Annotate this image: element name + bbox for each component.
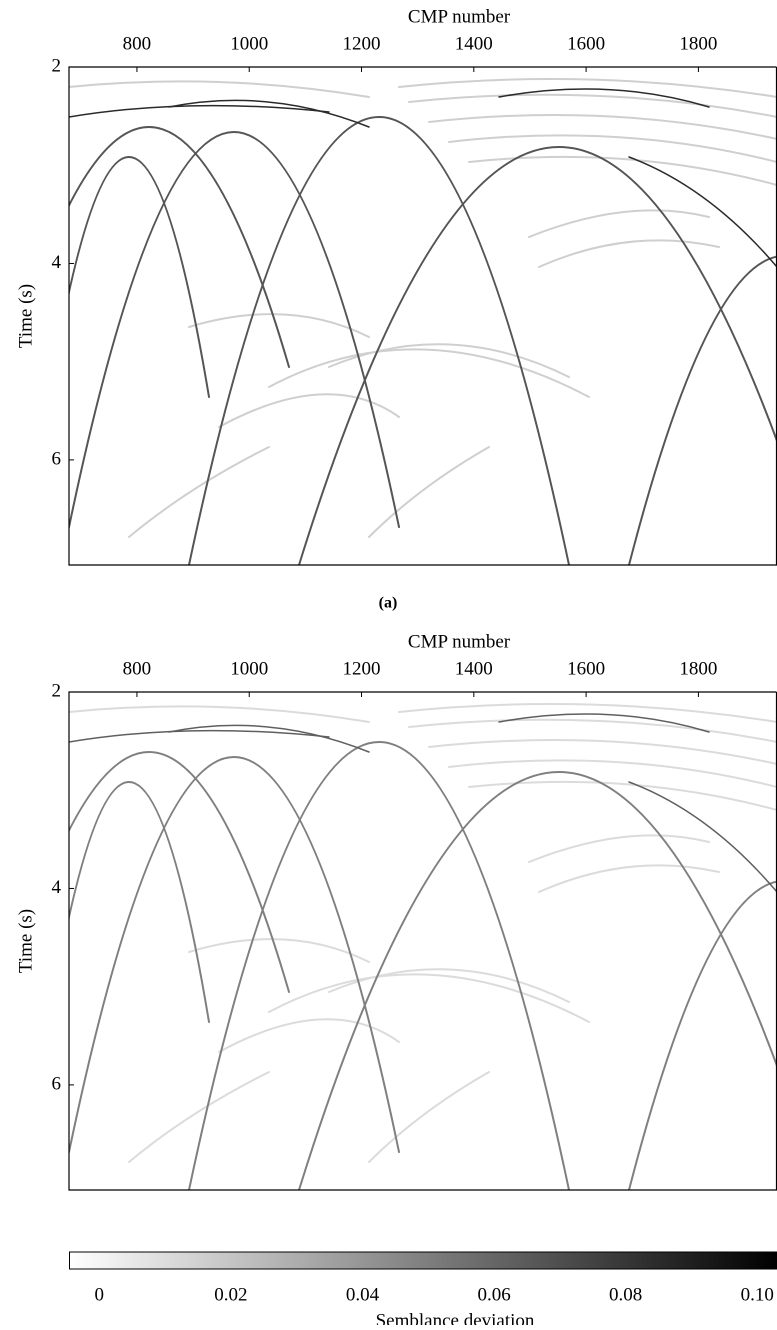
x-tick-label: 1200 (343, 658, 381, 679)
colorbar-tick-label: 0 (95, 1284, 105, 1305)
panel: CMP number 800 1000 1200 1400 1600 1800 Time (s… (9, 631, 777, 1325)
y-tick-label: 6 (52, 448, 62, 469)
colorbar-tick-label: 0.02 (214, 1284, 247, 1305)
x-axis-label: CMP number (408, 631, 511, 652)
colorbar-tick-label: 0.08 (609, 1284, 642, 1305)
colorbar (70, 1252, 777, 1269)
y-tick-label: 4 (52, 877, 62, 898)
caption: (a) (379, 595, 398, 612)
y-axis-label: Time (s) (15, 284, 36, 348)
x-axis-label: CMP number (408, 6, 511, 27)
colorbar-tick-label: 0.10 (741, 1284, 774, 1305)
x-tick-label: 1800 (679, 658, 717, 679)
x-tick-label: 1800 (679, 33, 717, 54)
x-tick-label: 1000 (230, 658, 268, 679)
x-tick-label: 1600 (567, 33, 605, 54)
colorbar-label: Semblance deviation (376, 1310, 535, 1325)
colorbar-tick-label: 0.06 (477, 1284, 510, 1305)
x-tick-label: 1000 (230, 33, 268, 54)
y-axis-label: Time (s) (15, 909, 36, 973)
colorbar-tick-label: 0.04 (346, 1284, 380, 1305)
x-tick-label: 800 (123, 658, 152, 679)
y-tick-label: 4 (52, 252, 62, 273)
y-tick-label: 6 (52, 1073, 62, 1094)
y-tick-label: 2 (52, 55, 62, 76)
x-tick-label: 1600 (567, 658, 605, 679)
x-tick-label: 1400 (455, 33, 493, 54)
x-tick-label: 800 (123, 33, 152, 54)
panel: CMP number 800 1000 1200 1400 1600 1800 Time (s… (9, 6, 777, 611)
x-tick-label: 1200 (343, 33, 381, 54)
y-tick-label: 2 (52, 680, 62, 701)
x-tick-label: 1400 (455, 658, 493, 679)
